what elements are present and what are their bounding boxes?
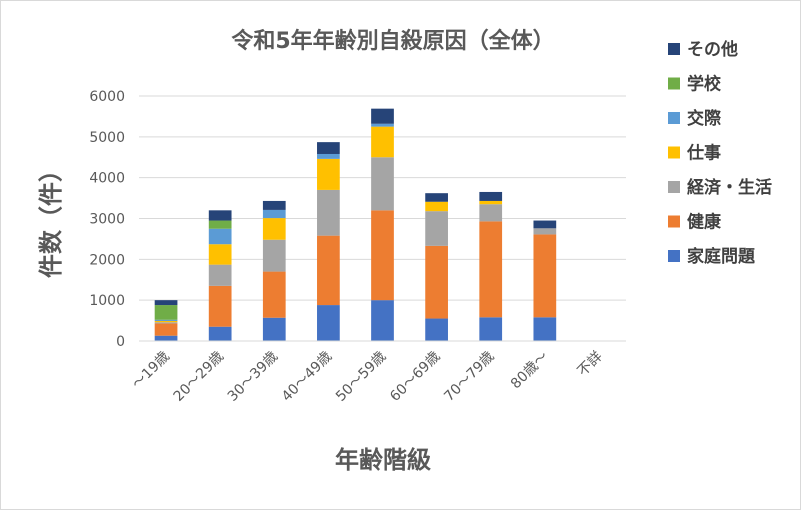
bar-segment bbox=[208, 228, 232, 245]
bar-segment bbox=[208, 244, 232, 265]
bar-segment bbox=[154, 300, 178, 306]
y-axis-ticks: 0 1000 2000 3000 4000 5000 6000 bbox=[89, 89, 125, 350]
bar-segment bbox=[479, 317, 503, 341]
bar-segment bbox=[479, 191, 503, 201]
bar-segment bbox=[371, 300, 394, 341]
bar-segment bbox=[154, 323, 178, 336]
legend-swatch bbox=[668, 181, 680, 193]
bar-segment bbox=[208, 285, 232, 327]
bar-segment bbox=[208, 264, 232, 286]
bar-segment bbox=[425, 201, 448, 212]
y-tick-label: 2000 bbox=[89, 252, 125, 268]
y-tick-label: 1000 bbox=[89, 293, 125, 309]
bar-segment bbox=[533, 234, 557, 318]
x-axis-ticks: ～19歳20～29歳30～39歳40～49歳50～59歳60～69歳70～79歳… bbox=[129, 349, 606, 405]
bar-segment bbox=[154, 322, 178, 324]
legend-swatch bbox=[668, 43, 680, 55]
bar-segment bbox=[479, 200, 503, 205]
bar-segment bbox=[371, 210, 394, 301]
bar-segment bbox=[208, 220, 232, 229]
bar-segment bbox=[262, 200, 286, 210]
x-tick-label: 不詳 bbox=[575, 349, 606, 380]
bar-segment bbox=[262, 317, 286, 341]
bar-segment bbox=[154, 320, 178, 323]
bar-segment bbox=[317, 235, 340, 306]
legend-label: 交際 bbox=[687, 108, 722, 129]
bar-segment bbox=[262, 218, 286, 240]
bar-segment bbox=[533, 228, 557, 235]
bar-segment bbox=[317, 305, 340, 341]
legend-label: 学校 bbox=[687, 74, 722, 95]
bar-segment bbox=[262, 271, 286, 318]
bar-segment bbox=[371, 157, 394, 211]
bar-segment bbox=[317, 158, 340, 190]
legend-swatch bbox=[668, 77, 680, 90]
y-tick-label: 0 bbox=[116, 334, 125, 350]
legend-label: 健康 bbox=[687, 212, 722, 233]
legend-label: その他 bbox=[687, 39, 738, 60]
bar-segment bbox=[533, 317, 557, 341]
bar-segment bbox=[371, 126, 394, 158]
x-tick-label: 70～79歳 bbox=[441, 349, 497, 405]
bar-segment bbox=[262, 209, 286, 219]
bar-segment bbox=[317, 153, 340, 159]
x-tick-label: 30～39歳 bbox=[225, 349, 281, 405]
bar-segment bbox=[154, 305, 178, 320]
legend-label: 仕事 bbox=[686, 143, 721, 164]
bar-segment bbox=[154, 335, 178, 341]
y-tick-label: 3000 bbox=[89, 212, 125, 228]
bar-segment bbox=[425, 193, 448, 202]
bar-segment bbox=[208, 326, 232, 341]
legend-swatch bbox=[668, 112, 680, 124]
bars bbox=[154, 108, 557, 341]
x-tick-label: ～19歳 bbox=[129, 349, 173, 393]
bar-segment bbox=[425, 318, 448, 341]
x-tick-label: 80歳～ bbox=[508, 349, 552, 393]
y-tick-label: 5000 bbox=[89, 130, 125, 146]
bar-segment bbox=[262, 239, 286, 272]
x-tick-label: 50～59歳 bbox=[333, 349, 389, 405]
bar-segment bbox=[533, 220, 557, 229]
bar-segment bbox=[317, 142, 340, 154]
legend-swatch bbox=[668, 250, 680, 262]
bar-segment bbox=[479, 204, 503, 222]
y-tick-label: 4000 bbox=[89, 171, 125, 187]
y-axis-title: 件数（件） bbox=[37, 158, 65, 278]
bar-segment bbox=[425, 245, 448, 319]
bar-segment bbox=[208, 210, 232, 221]
legend-swatch bbox=[668, 146, 680, 159]
legend-swatch bbox=[668, 215, 680, 228]
x-tick-label: 20～29歳 bbox=[171, 349, 227, 405]
y-tick-label: 6000 bbox=[89, 89, 125, 105]
legend-label: 経済・生活 bbox=[687, 177, 772, 198]
x-tick-label: 60～69歳 bbox=[387, 349, 443, 405]
legend-label: 家庭問題 bbox=[687, 246, 756, 267]
x-tick-label: 40～49歳 bbox=[279, 349, 335, 405]
chart-title: 令和5年年齢別自殺原因（全体） bbox=[231, 28, 554, 54]
bar-segment bbox=[479, 221, 503, 318]
bar-segment bbox=[425, 211, 448, 246]
bar-segment bbox=[317, 189, 340, 236]
bar-segment bbox=[371, 108, 394, 124]
bar-segment bbox=[154, 319, 178, 321]
bar-segment bbox=[371, 123, 394, 127]
x-axis-title: 年齢階級 bbox=[335, 446, 431, 474]
